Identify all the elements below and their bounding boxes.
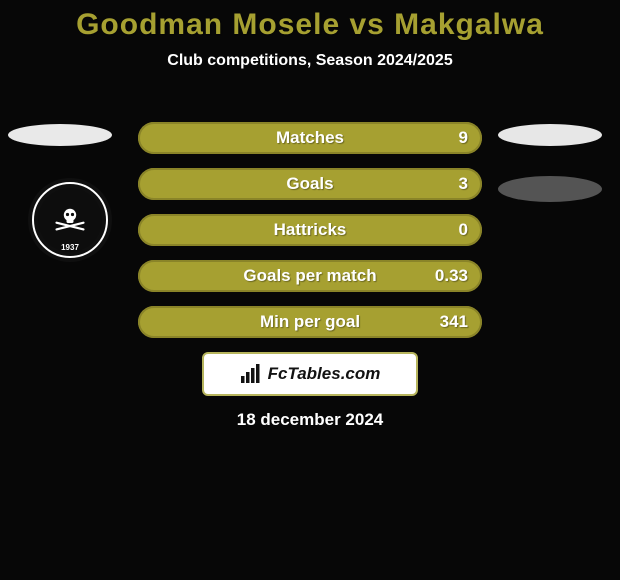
stat-bar: Goals per match 0.33: [138, 260, 482, 292]
date-label: 18 december 2024: [0, 410, 620, 430]
comparison-card: Goodman Mosele vs Makgalwa Club competit…: [0, 0, 620, 580]
stat-value: 341: [440, 312, 468, 332]
source-badge: FcTables.com: [202, 352, 418, 396]
stat-value: 9: [459, 128, 468, 148]
page-title: Goodman Mosele vs Makgalwa: [0, 0, 620, 42]
source-name: FcTables.com: [268, 364, 381, 384]
stat-bars: Matches 9 Goals 3 Hattricks 0 Goals per match 0…: [138, 122, 482, 352]
stat-bar: Hattricks 0: [138, 214, 482, 246]
stat-label: Goals: [286, 174, 333, 194]
bars-icon: [240, 364, 262, 384]
stat-bar: Goals 3: [138, 168, 482, 200]
stat-bar: Min per goal 341: [138, 306, 482, 338]
stat-label: Hattricks: [274, 220, 347, 240]
stat-bar: Matches 9: [138, 122, 482, 154]
skull-crossbones-icon: [53, 206, 87, 234]
stat-label: Matches: [276, 128, 344, 148]
stat-value: 3: [459, 174, 468, 194]
club-badge: 1937: [28, 178, 112, 262]
page-subtitle: Club competitions, Season 2024/2025: [0, 52, 620, 70]
stat-label: Min per goal: [260, 312, 360, 332]
team-left-placeholder: [8, 124, 112, 146]
stat-value: 0.33: [435, 266, 468, 286]
club-badge-year: 1937: [28, 243, 112, 252]
team-right-placeholder-bottom: [498, 176, 602, 202]
stat-label: Goals per match: [243, 266, 376, 286]
team-right-placeholder-top: [498, 124, 602, 146]
stat-value: 0: [459, 220, 468, 240]
